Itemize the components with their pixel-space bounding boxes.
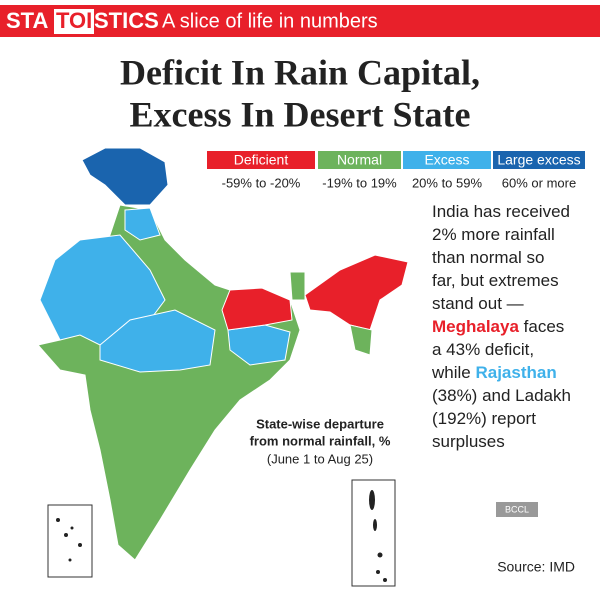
description-text: Meghalaya [432,317,519,336]
description: India has received 2% more rainfall than n… [431,202,571,451]
header-bar [0,5,600,37]
brand-stics: STICS [94,8,159,33]
inset-lakshadweep [47,504,93,578]
description-text: Rajasthan [475,363,556,382]
description-text: India has received [432,202,570,221]
legend-range: 20% to 59% [412,175,483,190]
legend-label: Normal [337,152,382,168]
description-text: a 43% deficit, [432,340,534,359]
region-normal [349,324,373,356]
region-deficient [221,287,293,331]
legend-range: 60% or more [502,175,576,190]
legend-label: Excess [424,152,469,168]
description-text: far, but extremes [432,271,559,290]
description-text: (38%) and Ladakh [432,386,571,405]
region-excess [99,309,216,373]
brand-box [54,9,94,34]
brand-toi: TOI [56,8,92,33]
description-text: surpluses [432,432,505,451]
legend-label: Deficient [234,152,289,168]
description-text: stand out — [432,294,524,313]
tagline: A slice of life in numbers [162,10,378,32]
legend-label: Large excess [497,152,580,168]
title-line: Excess In Desert State [130,94,471,134]
legend: Deficient -59% to -20% Normal -19% to 19% Ex… [207,151,585,190]
source: Source: IMD [497,559,575,575]
islands [369,490,387,582]
description-text: (192%) report [432,409,536,428]
legend-swatch [403,151,491,169]
caption: (June 1 to Aug 25) [267,451,373,466]
description-text: 2% more rainfall [432,225,555,244]
caption: State-wise departure [256,416,384,431]
region-normal [289,271,306,301]
description-text: faces [519,317,564,336]
region-large-excess [81,147,169,206]
legend-swatch [318,151,401,169]
legend-swatch [493,151,585,169]
title-line: Deficit In Rain Capital, [120,52,480,92]
legend-swatch [207,151,315,169]
legend-range: -59% to -20% [222,175,301,190]
caption: from normal rainfall, % [250,433,391,448]
region-excess [124,207,161,241]
description-text: than normal so [432,248,544,267]
map [37,147,409,561]
credit-box [496,502,538,517]
region-deficient [304,254,409,331]
islands [56,518,82,562]
description-text: while [431,363,475,382]
legend-range: -19% to 19% [322,175,397,190]
credit: BCCL [505,504,529,514]
inset-andaman [351,479,396,587]
brand-sta: STA [6,8,48,33]
